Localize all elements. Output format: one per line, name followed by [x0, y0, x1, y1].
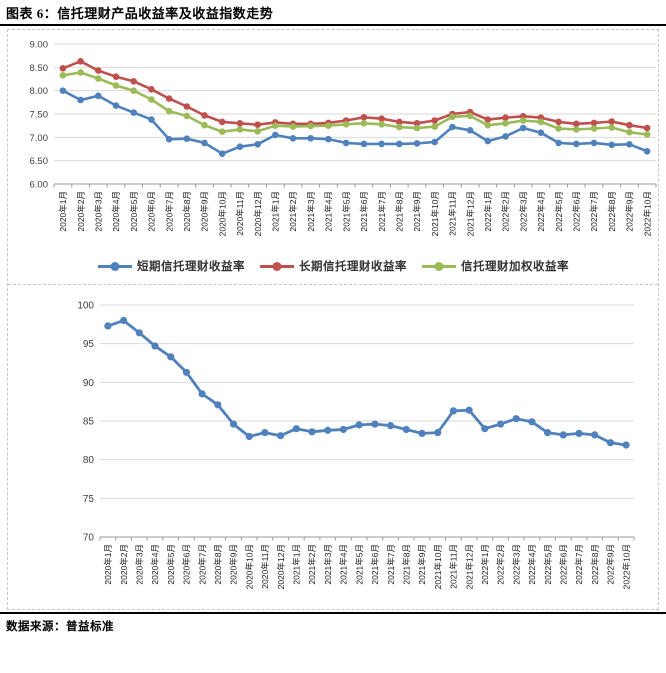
svg-text:2021年9月: 2021年9月 [417, 544, 427, 585]
svg-text:2020年5月: 2020年5月 [166, 544, 176, 585]
svg-text:2021年12月: 2021年12月 [464, 544, 474, 589]
svg-text:85: 85 [83, 417, 95, 428]
legend-item-short-term-yield: 短期信托理财收益率 [97, 258, 245, 274]
svg-text:2021年3月: 2021年3月 [323, 544, 333, 585]
line-dot-marker-icon [259, 261, 295, 271]
svg-text:2022年8月: 2022年8月 [607, 191, 617, 232]
svg-text:2021年1月: 2021年1月 [271, 191, 281, 232]
chart-legend: 短期信托理财收益率 长期信托理财收益率 信托理财加权收益率 [8, 258, 658, 274]
svg-text:75: 75 [83, 494, 95, 505]
svg-text:2022年4月: 2022年4月 [536, 191, 546, 232]
svg-text:2022年7月: 2022年7月 [574, 544, 584, 585]
data-source: 数据来源：普益标准 [0, 612, 666, 634]
svg-text:2020年12月: 2020年12月 [253, 191, 263, 236]
svg-text:2020年4月: 2020年4月 [111, 191, 121, 232]
svg-text:2020年1月: 2020年1月 [103, 544, 113, 585]
svg-text:9.00: 9.00 [30, 40, 49, 51]
figure-title: 图表 6：信托理财产品收益率及收益指数走势 [0, 0, 666, 26]
svg-text:2022年8月: 2022年8月 [590, 544, 600, 585]
yield-line-chart: 6.00 6.50 7.00 7.50 8.00 8.50 9.00 2020年1月 2020年… [30, 40, 657, 236]
svg-text:2020年5月: 2020年5月 [129, 191, 139, 232]
svg-text:2022年2月: 2022年2月 [496, 544, 506, 585]
svg-text:7.50: 7.50 [30, 110, 49, 121]
svg-text:2021年4月: 2021年4月 [339, 544, 349, 585]
svg-text:2020年10月: 2020年10月 [244, 544, 254, 589]
svg-text:2020年12月: 2020年12月 [276, 544, 286, 589]
svg-text:2021年2月: 2021年2月 [288, 191, 298, 232]
svg-text:2022年3月: 2022年3月 [511, 544, 521, 585]
svg-text:8.50: 8.50 [30, 63, 49, 74]
line-dot-marker-icon [421, 261, 457, 271]
svg-text:6.00: 6.00 [30, 180, 49, 191]
line-dot-marker-icon [97, 261, 133, 271]
svg-text:2020年7月: 2020年7月 [164, 191, 174, 232]
svg-text:2022年1月: 2022年1月 [480, 544, 490, 585]
svg-text:2020年4月: 2020年4月 [150, 544, 160, 585]
svg-text:2020年3月: 2020年3月 [93, 191, 103, 232]
svg-text:2021年3月: 2021年3月 [306, 191, 316, 232]
svg-text:2021年10月: 2021年10月 [430, 191, 440, 236]
svg-text:2021年11月: 2021年11月 [448, 191, 458, 236]
svg-text:2021年6月: 2021年6月 [359, 191, 369, 232]
svg-text:2021年9月: 2021年9月 [412, 191, 422, 232]
svg-text:70: 70 [83, 533, 95, 544]
svg-text:2022年6月: 2022年6月 [559, 544, 569, 585]
svg-text:2022年10月: 2022年10月 [642, 191, 652, 236]
svg-text:2020年11月: 2020年11月 [260, 544, 270, 589]
svg-text:2021年10月: 2021年10月 [433, 544, 443, 589]
svg-text:2020年6月: 2020年6月 [147, 191, 157, 232]
svg-text:2022年9月: 2022年9月 [625, 191, 635, 232]
svg-text:80: 80 [83, 455, 95, 466]
svg-text:2020年9月: 2020年9月 [229, 544, 239, 585]
svg-text:2020年9月: 2020年9月 [200, 191, 210, 232]
svg-text:2021年12月: 2021年12月 [465, 191, 475, 236]
svg-text:2020年1月: 2020年1月 [58, 191, 68, 232]
svg-text:2022年5月: 2022年5月 [554, 191, 564, 232]
svg-text:95: 95 [83, 339, 95, 350]
svg-text:2020年3月: 2020年3月 [134, 544, 144, 585]
svg-text:2022年7月: 2022年7月 [589, 191, 599, 232]
svg-text:2020年11月: 2020年11月 [235, 191, 245, 236]
svg-text:2020年6月: 2020年6月 [182, 544, 192, 585]
svg-text:90: 90 [83, 378, 95, 389]
svg-text:2022年1月: 2022年1月 [483, 191, 493, 232]
svg-text:2022年3月: 2022年3月 [518, 191, 528, 232]
svg-text:6.50: 6.50 [30, 156, 49, 167]
svg-text:2021年7月: 2021年7月 [386, 544, 396, 585]
svg-text:2022年4月: 2022年4月 [527, 544, 537, 585]
svg-text:100: 100 [77, 301, 94, 312]
svg-text:2021年5月: 2021年5月 [354, 544, 364, 585]
svg-text:2021年7月: 2021年7月 [377, 191, 387, 232]
svg-text:2021年6月: 2021年6月 [370, 544, 380, 585]
svg-text:2021年11月: 2021年11月 [449, 544, 459, 589]
svg-text:2022年5月: 2022年5月 [543, 544, 553, 585]
svg-text:2020年8月: 2020年8月 [182, 191, 192, 232]
svg-text:8.00: 8.00 [30, 86, 49, 97]
svg-text:2021年4月: 2021年4月 [324, 191, 334, 232]
legend-item-long-term-yield: 长期信托理财收益率 [259, 258, 407, 274]
legend-label: 信托理财加权收益率 [461, 261, 569, 273]
svg-text:2021年1月: 2021年1月 [292, 544, 302, 585]
legend-item-weighted-yield: 信托理财加权收益率 [421, 258, 569, 274]
svg-text:2022年9月: 2022年9月 [606, 544, 616, 585]
yield-index-line-chart: 70 75 80 85 90 95 100 2020年1月 2020年2月 2020年3月 2020… [77, 301, 635, 589]
svg-text:2020年2月: 2020年2月 [119, 544, 129, 585]
svg-text:2021年2月: 2021年2月 [307, 544, 317, 585]
svg-text:2022年6月: 2022年6月 [572, 191, 582, 232]
svg-text:2020年8月: 2020年8月 [213, 544, 223, 585]
svg-text:2021年8月: 2021年8月 [394, 191, 404, 232]
svg-text:2022年2月: 2022年2月 [501, 191, 511, 232]
svg-text:2022年10月: 2022年10月 [621, 544, 631, 589]
legend-label: 长期信托理财收益率 [299, 261, 407, 273]
charts-container: 6.00 6.50 7.00 7.50 8.00 8.50 9.00 2020年1月 2020年… [7, 29, 659, 610]
legend-label: 短期信托理财收益率 [137, 261, 245, 273]
svg-text:2020年10月: 2020年10月 [217, 191, 227, 236]
svg-text:2020年7月: 2020年7月 [197, 544, 207, 585]
chart-divider [8, 284, 658, 285]
svg-text:2020年2月: 2020年2月 [76, 191, 86, 232]
svg-text:2021年8月: 2021年8月 [401, 544, 411, 585]
svg-text:7.00: 7.00 [30, 133, 49, 144]
svg-text:2021年5月: 2021年5月 [341, 191, 351, 232]
